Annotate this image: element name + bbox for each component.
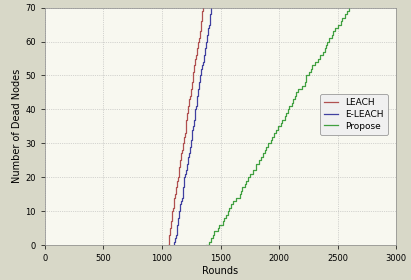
- Y-axis label: Number of Dead Nodes: Number of Dead Nodes: [12, 69, 22, 183]
- LEACH: [199, 20, 204, 23]
- LEACH: [201, 6, 206, 9]
- Propose: [253, 165, 258, 169]
- LEACH: [196, 36, 201, 40]
- E-LEACH: [209, 6, 214, 9]
- Propose: [325, 43, 330, 47]
- LEACH: [165, 243, 170, 247]
- Propose: [206, 243, 211, 247]
- E-LEACH: [184, 165, 189, 169]
- Propose: [327, 36, 332, 40]
- Line: Propose: Propose: [206, 8, 349, 245]
- Propose: [340, 20, 345, 23]
- LEACH: [168, 230, 173, 233]
- LEACH: [196, 43, 201, 47]
- Line: E-LEACH: E-LEACH: [174, 8, 211, 245]
- Propose: [212, 230, 217, 233]
- E-LEACH: [208, 20, 212, 23]
- E-LEACH: [172, 243, 177, 247]
- LEACH: [166, 243, 171, 247]
- E-LEACH: [171, 243, 176, 247]
- Line: LEACH: LEACH: [168, 8, 203, 245]
- X-axis label: Rounds: Rounds: [203, 266, 239, 276]
- LEACH: [177, 165, 182, 169]
- E-LEACH: [174, 230, 179, 233]
- E-LEACH: [204, 36, 209, 40]
- E-LEACH: [204, 43, 209, 47]
- Legend: LEACH, E-LEACH, Propose: LEACH, E-LEACH, Propose: [320, 94, 388, 135]
- Propose: [347, 6, 352, 9]
- Propose: [204, 243, 209, 247]
